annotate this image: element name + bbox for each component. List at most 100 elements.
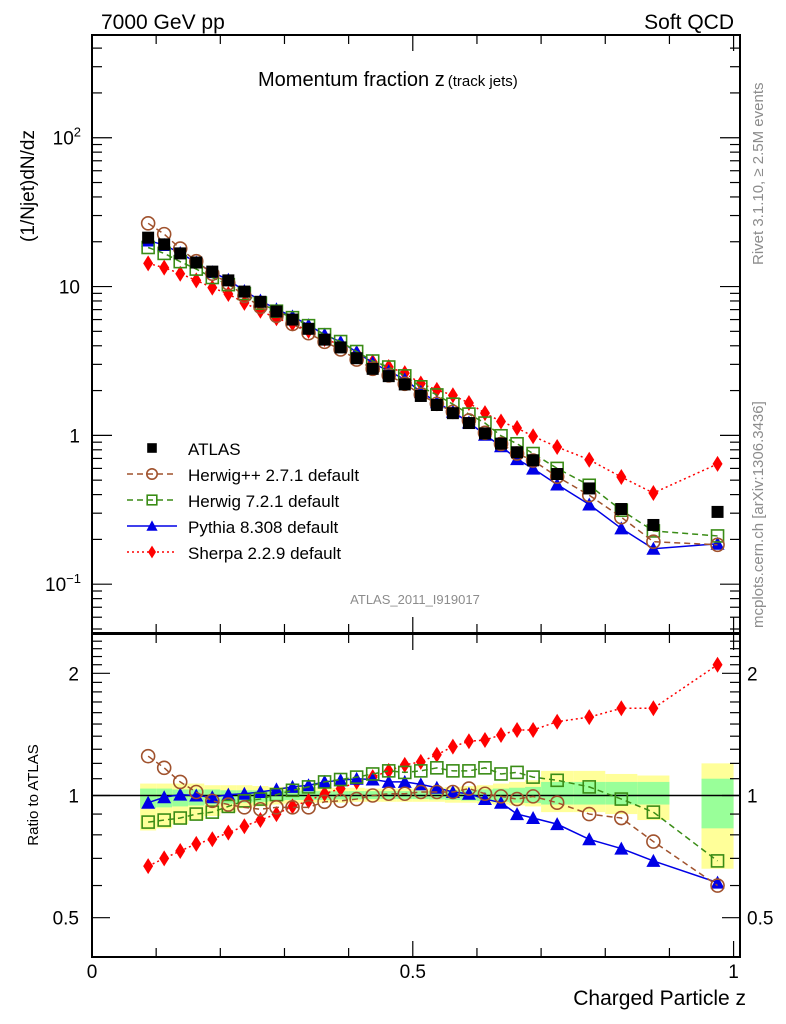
legend-entry: Sherpa 2.2.9 default xyxy=(127,544,341,563)
data-point xyxy=(525,453,541,468)
data-point xyxy=(615,503,628,516)
data-point xyxy=(525,789,541,804)
data-point xyxy=(496,413,507,430)
data-point xyxy=(512,722,523,739)
data-point xyxy=(143,255,154,272)
data-point xyxy=(237,800,252,815)
data-point xyxy=(528,428,539,445)
data-point xyxy=(398,378,411,391)
series-line xyxy=(147,664,718,867)
data-point xyxy=(317,775,332,789)
data-point xyxy=(156,760,172,776)
x-axis-label: Charged Particle z xyxy=(573,987,746,1010)
data-point xyxy=(173,787,188,801)
data-point xyxy=(365,767,380,781)
data-point xyxy=(140,216,156,231)
data-point xyxy=(333,793,348,809)
data-point xyxy=(333,773,348,787)
data-point xyxy=(254,295,267,308)
data-point xyxy=(238,285,251,298)
legend-entry: ATLAS xyxy=(147,440,241,459)
legend-entry: Herwig++ 2.7.1 default xyxy=(127,466,359,485)
data-point xyxy=(365,772,380,786)
legend-label: ATLAS xyxy=(188,440,241,459)
data-point xyxy=(446,407,459,420)
data-point xyxy=(614,841,629,855)
axes-layer: 0 0.5 1 102 10 1 10−1 0.5 0.5 1 1 2 2 xyxy=(45,35,773,983)
analysis-id-label: ATLAS_2011_I919017 xyxy=(350,592,480,607)
data-point xyxy=(399,756,410,773)
data-point xyxy=(710,854,725,868)
data-point xyxy=(710,878,725,893)
data-point xyxy=(397,774,412,788)
data-point xyxy=(206,265,219,278)
legend: ATLAS Herwig++ 2.7.1 default Herwig 7.2.1 … xyxy=(127,440,359,563)
data-point xyxy=(584,709,595,726)
data-point xyxy=(159,259,170,276)
data-point xyxy=(414,764,428,778)
data-point xyxy=(496,726,507,743)
mcplots-source-label: mcplots.cern.ch [arXiv:1306.3436] xyxy=(750,401,767,628)
data-point xyxy=(383,762,394,779)
data-point xyxy=(646,834,661,849)
data-point xyxy=(381,764,396,778)
data-point xyxy=(141,795,156,809)
data-point xyxy=(253,801,268,817)
data-point xyxy=(430,398,443,411)
data-point xyxy=(512,420,523,437)
main-series-sherpa xyxy=(143,255,723,502)
legend-label: Herwig 7.2.1 default xyxy=(188,492,339,511)
data-point xyxy=(616,700,627,717)
data-point xyxy=(551,468,564,481)
data-point xyxy=(478,427,491,440)
data-point xyxy=(188,784,204,800)
data-point xyxy=(431,746,442,763)
data-point xyxy=(157,813,171,827)
legend-entry: Pythia 8.308 default xyxy=(127,518,339,537)
data-point xyxy=(191,272,202,289)
data-point xyxy=(204,793,220,809)
ratio-y-tick-label-right: 2 xyxy=(747,664,758,685)
data-point xyxy=(646,534,661,550)
data-point xyxy=(581,806,597,822)
data-point xyxy=(270,305,283,318)
data-point xyxy=(582,497,597,511)
data-point xyxy=(648,700,659,717)
data-point xyxy=(205,790,220,804)
data-point xyxy=(582,780,597,794)
data-point xyxy=(462,764,476,778)
legend-label: Pythia 8.308 default xyxy=(188,518,339,537)
data-point xyxy=(366,362,379,375)
data-point xyxy=(550,773,564,788)
data-point xyxy=(461,781,477,796)
data-point xyxy=(382,370,395,383)
data-point xyxy=(381,786,397,802)
data-point xyxy=(285,783,300,798)
data-point xyxy=(189,807,204,821)
data-point xyxy=(175,842,186,859)
main-series-atlas xyxy=(142,231,724,531)
data-point xyxy=(207,831,218,848)
data-point xyxy=(397,786,413,802)
data-point xyxy=(253,785,268,799)
data-point xyxy=(447,738,458,755)
ratio-y-tick-label-left: 0.5 xyxy=(53,909,79,930)
x-tick-label: 0 xyxy=(87,962,98,983)
x-tick-label: 1 xyxy=(728,962,739,983)
legend-marker xyxy=(147,443,157,453)
band-inner-bin xyxy=(701,778,734,829)
chart-title-main: Momentum fraction z xyxy=(258,69,445,91)
data-point xyxy=(510,452,525,466)
data-point xyxy=(221,797,236,812)
data-point xyxy=(614,521,629,535)
data-point xyxy=(191,835,202,852)
data-point xyxy=(510,765,524,780)
ratio-y-tick-label-right: 0.5 xyxy=(747,909,773,930)
rivet-version-label: Rivet 3.1.10, ≥ 2.5M events xyxy=(750,83,767,266)
data-point xyxy=(413,784,429,800)
data-point xyxy=(142,231,155,244)
data-point xyxy=(477,786,493,802)
data-point xyxy=(616,469,627,486)
data-point xyxy=(333,772,348,787)
data-point xyxy=(429,780,444,794)
